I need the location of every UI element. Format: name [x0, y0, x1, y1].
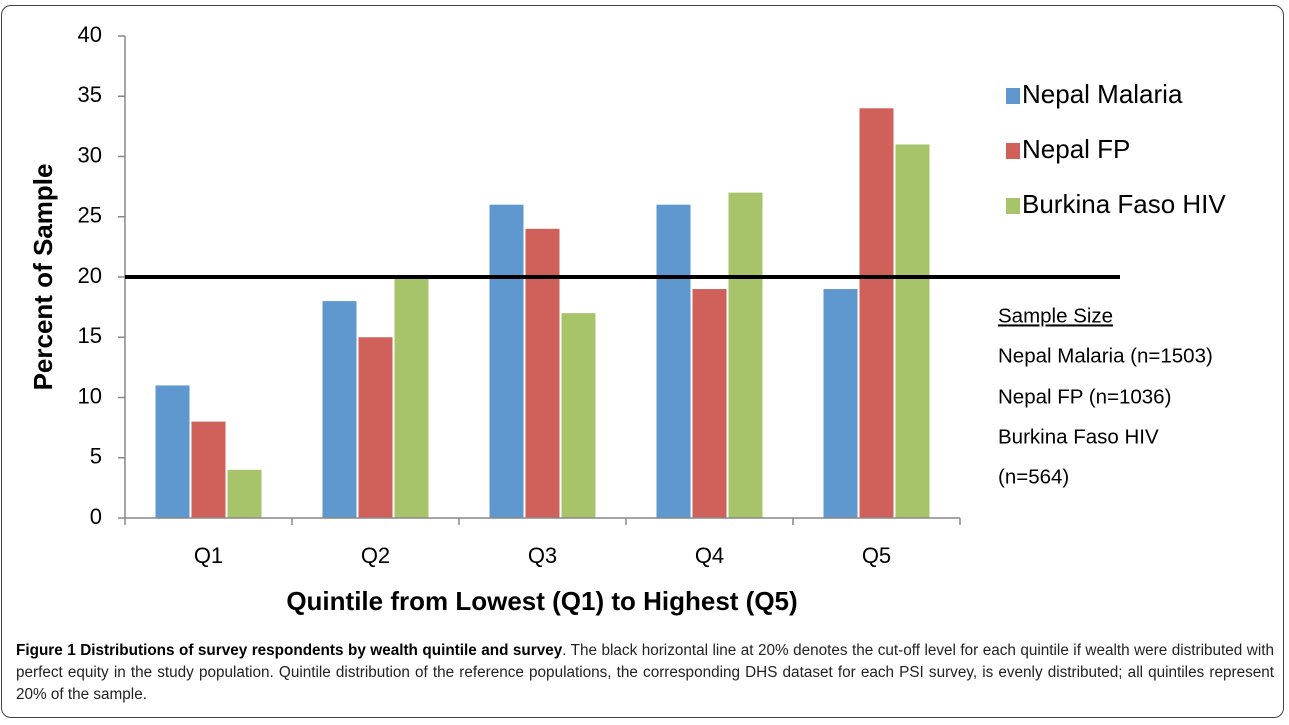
x-tick-label: Q4: [695, 543, 724, 568]
bar: [191, 421, 226, 518]
bar: [561, 313, 596, 518]
annotation: Burkina Faso HIV: [998, 425, 1159, 448]
bar: [358, 337, 393, 518]
chart: Percent of Sample Quintile from Lowest (…: [28, 22, 1227, 616]
bar: [489, 204, 524, 518]
annotation: Sample Size: [998, 304, 1113, 327]
x-axis-label: Quintile from Lowest (Q1) to Highest (Q5…: [286, 586, 797, 616]
bar: [823, 289, 858, 518]
y-tick-label: 20: [78, 263, 102, 288]
x-tick-label: Q1: [194, 543, 223, 568]
legend-label: Nepal FP: [1022, 134, 1130, 164]
figure-frame: [1, 5, 1284, 718]
y-axis-label: Percent of Sample: [28, 164, 58, 391]
caption-title: Figure 1 Distributions of survey respond…: [16, 642, 563, 659]
bar: [155, 385, 190, 518]
bar: [656, 204, 691, 518]
y-tick-label: 15: [78, 323, 102, 348]
y-tick-label: 40: [78, 22, 102, 47]
legend-swatch: [1006, 143, 1020, 159]
annotation: Nepal Malaria (n=1503): [998, 344, 1213, 367]
annotation: (n=564): [998, 465, 1069, 488]
legend-swatch: [1006, 88, 1020, 104]
x-tick-label: Q3: [528, 543, 557, 568]
x-tick-label: Q5: [862, 543, 891, 568]
legend-label: Burkina Faso HIV: [1022, 189, 1226, 219]
annotation: Nepal FP (n=1036): [998, 385, 1171, 408]
bar: [859, 108, 894, 519]
y-tick-label: 0: [90, 504, 102, 529]
bar: [227, 469, 262, 518]
caption-text: . The black horizontal line at 20% denot…: [16, 642, 1274, 703]
bar: [525, 228, 560, 519]
y-tick-label: 35: [78, 82, 102, 107]
legend-swatch: [1006, 198, 1020, 214]
bar: [322, 301, 357, 518]
caption: Figure 1 Distributions of survey respond…: [16, 640, 1274, 706]
bar: [728, 192, 763, 518]
bar: [394, 277, 429, 518]
y-tick-label: 30: [78, 142, 102, 167]
y-tick-label: 10: [78, 383, 102, 408]
bar: [895, 144, 930, 518]
legend-label: Nepal Malaria: [1022, 79, 1183, 109]
y-tick-label: 25: [78, 203, 102, 228]
bar: [692, 289, 727, 518]
x-tick-label: Q2: [361, 543, 390, 568]
y-tick-label: 5: [90, 444, 102, 469]
